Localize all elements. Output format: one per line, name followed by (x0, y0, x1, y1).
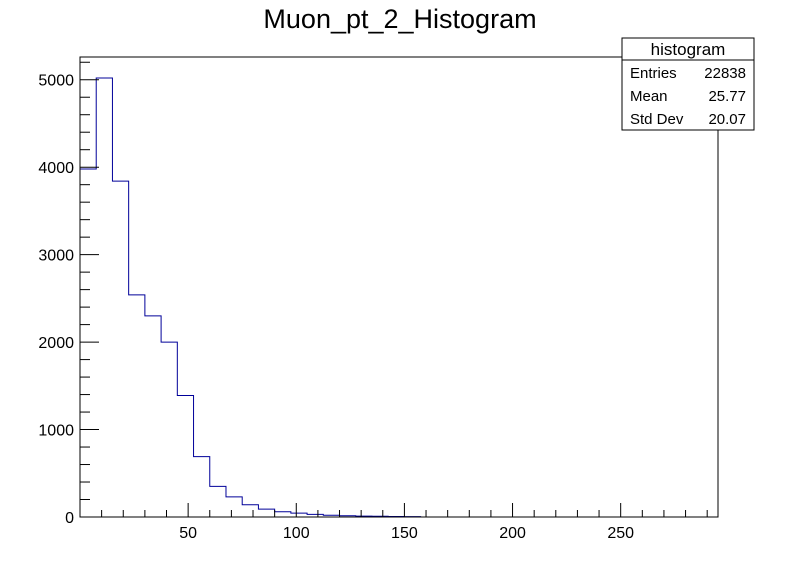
x-tick-label: 50 (179, 525, 197, 542)
x-tick-label: 100 (283, 525, 310, 542)
histogram-bin (129, 295, 145, 517)
histogram-bin (258, 509, 274, 517)
y-tick-label: 2000 (38, 335, 74, 352)
y-tick-label: 1000 (38, 423, 74, 440)
histogram-bin (112, 181, 128, 517)
stats-stddev-label: Std Dev (630, 111, 684, 128)
histogram-bin (210, 486, 226, 517)
y-tick-label: 5000 (38, 73, 74, 90)
histogram-bin (242, 505, 258, 517)
x-tick-label: 150 (391, 525, 418, 542)
histogram-bin (161, 342, 177, 517)
y-tick-label: 4000 (38, 160, 74, 177)
stats-box-frame (621, 37, 755, 131)
x-tick-label: 200 (499, 525, 526, 542)
stats-box: histogram Entries 22838 Mean 25.77 Std D… (621, 37, 755, 131)
histogram-bin (291, 513, 307, 517)
stats-entries-label: Entries (630, 65, 677, 82)
histogram-bin (145, 316, 161, 517)
x-tick-label: 250 (607, 525, 634, 542)
y-tick-label: 0 (65, 510, 74, 527)
stats-entries-value: 22838 (704, 65, 746, 82)
chart-title: Muon_pt_2_Histogram (263, 4, 536, 34)
y-tick-label: 3000 (38, 248, 74, 265)
histogram-bin (177, 395, 193, 517)
histogram-bin (226, 497, 242, 517)
stats-title: histogram (651, 40, 726, 59)
stats-mean-label: Mean (630, 88, 668, 105)
plot-frame (79, 56, 719, 518)
stats-stddev-value: 20.07 (708, 111, 746, 128)
stats-mean-value: 25.77 (708, 88, 746, 105)
histogram-bin (194, 457, 210, 517)
histogram-bin (275, 512, 291, 517)
histogram-bin (96, 78, 112, 517)
plot-area: 50 100 150 200 250 0 1000 2000 3000 4000 5000 (38, 56, 719, 542)
